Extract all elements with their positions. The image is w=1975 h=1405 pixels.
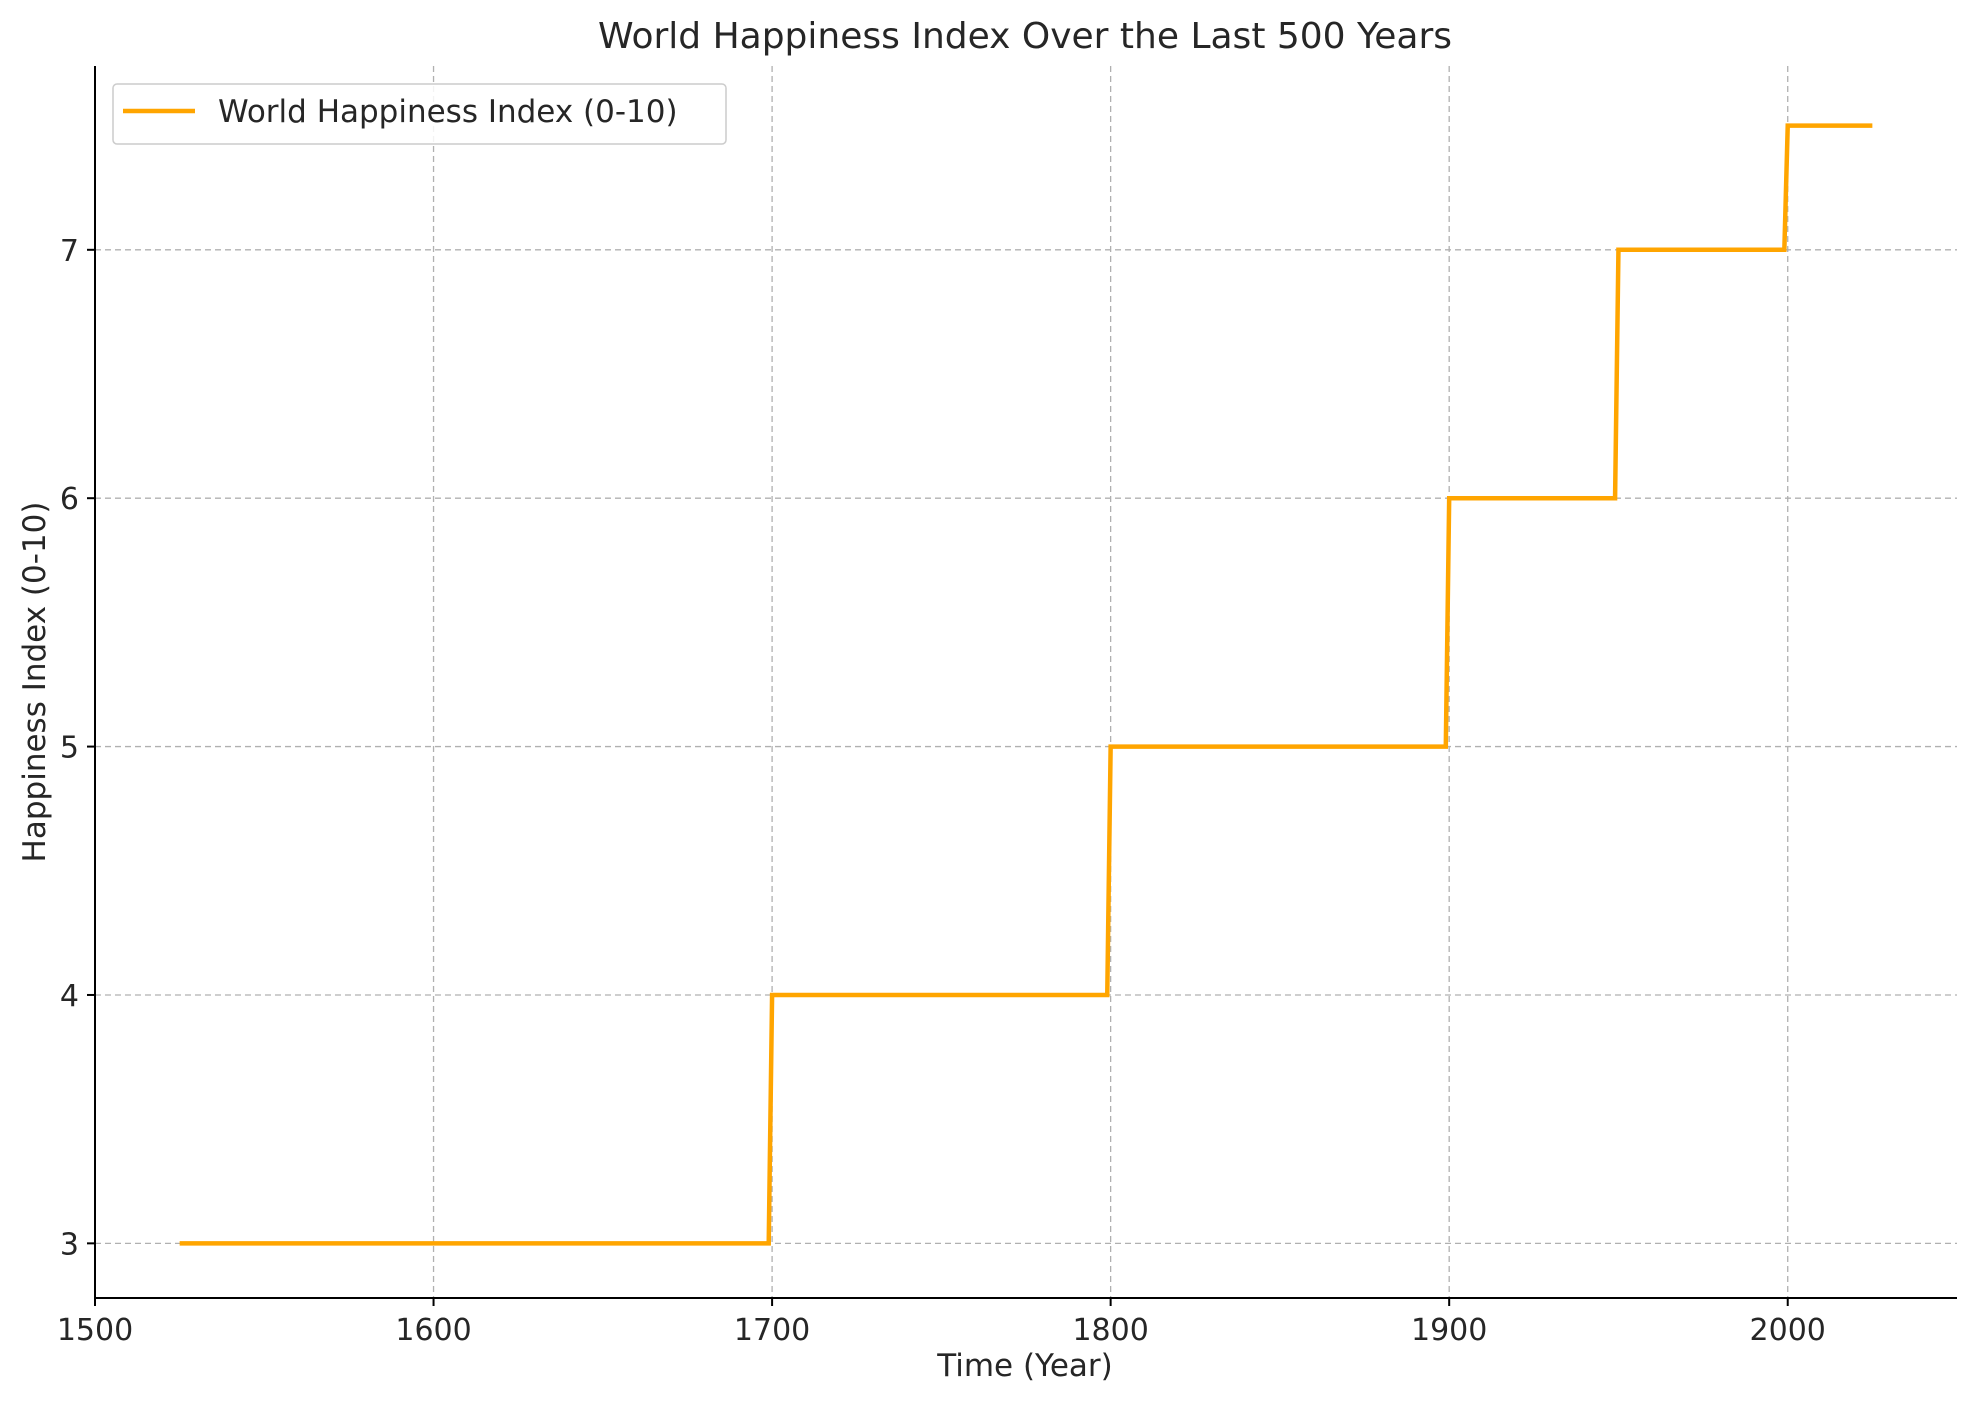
x-tick-label: 1700 [734,1313,810,1348]
legend: World Happiness Index (0-10) [112,83,727,145]
series-line [179,123,1873,1246]
y-tick-label: 6 [60,482,79,517]
x-axis-label: Time (Year) [936,1348,1113,1384]
axes [87,66,1957,1306]
legend-label: World Happiness Index (0-10) [218,94,678,130]
x-tick-label: 1900 [1411,1313,1487,1348]
x-tick-label: 1800 [1072,1313,1148,1348]
y-tick-label: 5 [60,731,79,766]
legend-box [112,83,727,145]
x-tick-label: 1500 [57,1313,133,1348]
series-lines [179,123,1873,1246]
chart-title: World Happiness Index Over the Last 500 … [598,16,1452,57]
y-tick-label: 7 [60,234,79,269]
y-axis-label: Happiness Index (0-10) [17,502,53,863]
x-tick-label: 2000 [1750,1313,1826,1348]
y-tick-label: 3 [60,1227,79,1262]
y-tick-label: 4 [60,979,79,1014]
x-tick-label: 1600 [395,1313,471,1348]
tick-labels: 1500 1600 1700 1800 1900 2000 3 4 5 6 7 [57,234,1826,1348]
